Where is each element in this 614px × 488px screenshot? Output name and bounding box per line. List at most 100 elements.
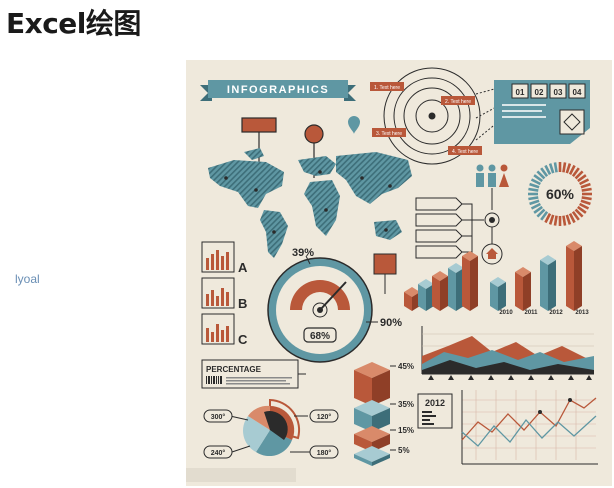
- donut-tick: [580, 182, 591, 189]
- donut-tick: [565, 214, 572, 225]
- people-icons: [476, 164, 509, 210]
- flow-diagram: [415, 197, 503, 265]
- bar-chart-3d: 2010 2011 2012 2013: [404, 241, 589, 316]
- map-dots: [224, 170, 392, 234]
- donut-tick: [530, 202, 541, 210]
- donut-tick: [568, 213, 576, 224]
- bar-3d-left: [432, 276, 440, 311]
- number-box-03: 03: [554, 88, 563, 97]
- donut-tick: [544, 164, 552, 175]
- bar-3d-right: [440, 276, 448, 311]
- donut-tick: [536, 170, 546, 180]
- donut-tick: [571, 167, 580, 177]
- infographic-banner: INFOGRAPHICS: [200, 80, 356, 101]
- bar-year-2012: 2012: [549, 310, 563, 316]
- mini-chart-label-b: B: [238, 296, 247, 311]
- donut-tick: [544, 213, 552, 224]
- gauge: 68% 39% 90%: [267, 247, 402, 363]
- number-panel: 01 02 03 04: [475, 80, 590, 144]
- ring-label-1: 1. Text here: [374, 85, 400, 91]
- page-title: Excel绘图: [6, 7, 141, 40]
- donut-tick: [562, 215, 567, 226]
- donut-tick: [530, 178, 541, 186]
- banner-title: INFOGRAPHICS: [227, 84, 329, 96]
- bar-3d-right: [470, 256, 478, 311]
- donut-tick: [533, 174, 543, 183]
- side-label: lyoal: [15, 272, 40, 286]
- donut-tick: [565, 163, 572, 174]
- bar-3d-left: [462, 256, 470, 311]
- bar-3d-right: [548, 260, 556, 311]
- ring-label-4: 4. Text here: [452, 149, 478, 155]
- donut-tick: [579, 178, 590, 186]
- donut-tick: [529, 182, 540, 189]
- donut-tick: [548, 214, 555, 225]
- donut-tick: [540, 167, 549, 177]
- infographic-svg: INFOGRAPHICS 1. Text here 2. Text here 3…: [186, 67, 598, 482]
- gauge-center-label: 68%: [310, 331, 330, 342]
- donut-tick: [580, 199, 591, 206]
- bar-3d-right: [523, 272, 531, 311]
- bar-3d-right: [574, 246, 582, 311]
- bar-3d-left: [540, 260, 548, 311]
- donut-tick: [548, 163, 555, 174]
- donut-tick: [528, 187, 539, 192]
- number-box-04: 04: [573, 88, 582, 97]
- donut-tick: [533, 205, 543, 214]
- donut-tick: [577, 174, 587, 183]
- map-pins: [241, 116, 360, 182]
- donut-chart: 60%: [528, 162, 592, 226]
- bar-3d-left: [515, 272, 523, 311]
- area-chart: [421, 326, 594, 380]
- pie-label-300: 300°: [211, 413, 226, 421]
- concentric-rings: [383, 67, 481, 165]
- gauge-top-label: 39%: [292, 247, 314, 259]
- bar-year-2010: 2010: [499, 310, 513, 316]
- line-chart: 2012: [417, 390, 598, 465]
- donut-tick: [571, 211, 580, 221]
- ring-label-2: 2. Text here: [445, 99, 471, 105]
- mini-chart-label-c: C: [238, 332, 248, 347]
- donut-label: 60%: [546, 186, 575, 202]
- donut-tick: [528, 196, 539, 201]
- bar-3d-right: [498, 282, 506, 311]
- stacked-cubes: 45% 35% 15% 5%: [354, 362, 414, 466]
- number-box-02: 02: [535, 88, 544, 97]
- stack-label-35: 35%: [398, 400, 414, 409]
- ring-labels: 1. Text here 2. Text here 3. Text here 4…: [370, 82, 482, 155]
- stack-label-15: 15%: [398, 426, 414, 435]
- mini-bar-charts: A B C: [201, 241, 248, 347]
- bar-3d-left: [418, 284, 426, 311]
- watermark-strip: [186, 468, 296, 482]
- gauge-side-label: 90%: [380, 317, 402, 329]
- bar-year-2013: 2013: [575, 310, 589, 316]
- donut-tick: [536, 208, 546, 218]
- pie-label-240: 240°: [211, 449, 226, 457]
- donut-tick: [540, 211, 549, 221]
- radial-pie-chart: 300° 120° 240° 180°: [203, 398, 339, 459]
- percentage-label: PERCENTAGE: [206, 365, 262, 374]
- donut-tick: [568, 164, 576, 175]
- donut-tick: [581, 187, 592, 192]
- stack-label-45: 45%: [398, 362, 414, 371]
- donut-tick: [562, 162, 567, 173]
- mini-chart-label-a: A: [238, 260, 248, 275]
- year-box-label: 2012: [425, 398, 445, 408]
- world-map-icon: [208, 148, 412, 258]
- pie-label-120: 120°: [317, 413, 332, 421]
- percentage-panel: PERCENTAGE: [201, 359, 306, 389]
- infographic-poster: INFOGRAPHICS 1. Text here 2. Text here 3…: [186, 60, 612, 486]
- donut-tick: [579, 202, 590, 210]
- ring-label-3: 3. Text here: [376, 131, 402, 137]
- stack-label-5: 5%: [398, 446, 410, 455]
- donut-tick: [574, 208, 584, 218]
- donut-tick: [574, 170, 584, 180]
- donut-tick: [529, 199, 540, 206]
- donut-tick: [553, 215, 558, 226]
- bar-3d-left: [490, 282, 498, 311]
- donut-tick: [581, 196, 592, 201]
- number-box-01: 01: [516, 88, 525, 97]
- donut-tick: [577, 205, 587, 214]
- pie-label-180: 180°: [317, 449, 332, 457]
- donut-tick: [553, 162, 558, 173]
